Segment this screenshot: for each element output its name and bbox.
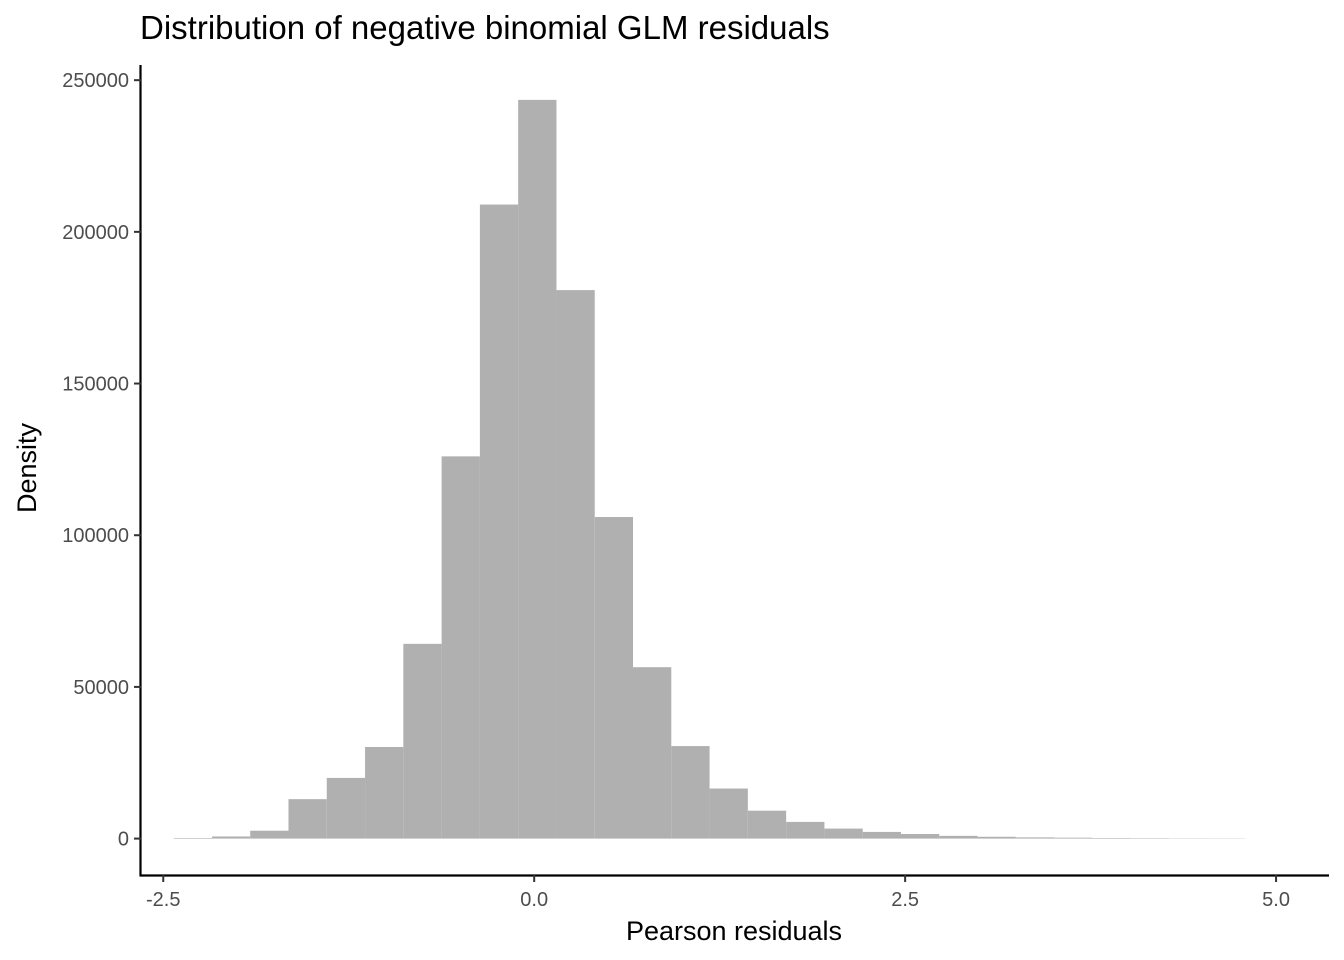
x-tick-label: 0.0 xyxy=(520,889,548,911)
histogram-bar-2 xyxy=(250,830,289,839)
histogram-bar-23 xyxy=(1054,837,1093,839)
histogram-bar-16 xyxy=(786,821,825,839)
histogram-bar-7 xyxy=(441,456,480,839)
x-axis-ticks: -2.5 0.0 2.5 5.0 xyxy=(146,875,1290,911)
y-axis-title: Density xyxy=(12,422,42,513)
histogram-bar-10 xyxy=(556,290,595,839)
x-tick-label: 5.0 xyxy=(1262,889,1290,911)
histogram-bar-0 xyxy=(173,837,212,839)
y-axis-ticks: 0 50000 100000 150000 200000 250000 xyxy=(62,70,141,851)
histogram-bar-18 xyxy=(862,831,901,839)
histogram-bar-6 xyxy=(403,643,442,839)
y-tick-label: 150000 xyxy=(62,374,129,396)
histogram-bar-13 xyxy=(671,746,710,839)
histogram-bar-8 xyxy=(479,204,519,839)
histogram-bar-1 xyxy=(211,836,251,839)
histogram-bars xyxy=(173,99,1246,839)
histogram-bar-21 xyxy=(977,836,1016,839)
x-axis-title: Pearson residuals xyxy=(626,916,842,946)
histogram-bar-4 xyxy=(326,777,366,839)
y-tick-label: 100000 xyxy=(62,525,129,547)
histogram-bar-17 xyxy=(824,828,863,839)
histogram-bar-12 xyxy=(633,667,672,839)
histogram-bar-11 xyxy=(594,517,634,839)
histogram-bar-3 xyxy=(288,799,327,839)
y-tick-label: 250000 xyxy=(62,70,129,92)
x-tick-label: 2.5 xyxy=(891,889,919,911)
histogram-bar-19 xyxy=(900,834,940,839)
histogram-bar-15 xyxy=(747,810,787,839)
histogram-bar-22 xyxy=(1015,837,1055,839)
x-tick-label: -2.5 xyxy=(146,889,180,911)
histogram-bar-14 xyxy=(709,788,748,839)
y-tick-label: 50000 xyxy=(73,677,129,699)
y-tick-label: 0 xyxy=(118,829,129,851)
y-tick-label: 200000 xyxy=(62,222,129,244)
chart-title: Distribution of negative binomial GLM re… xyxy=(140,9,830,46)
histogram-bar-24 xyxy=(1092,837,1131,839)
histogram-bar-20 xyxy=(939,835,978,839)
histogram-bar-5 xyxy=(365,746,404,839)
histogram-bar-9 xyxy=(518,99,557,839)
